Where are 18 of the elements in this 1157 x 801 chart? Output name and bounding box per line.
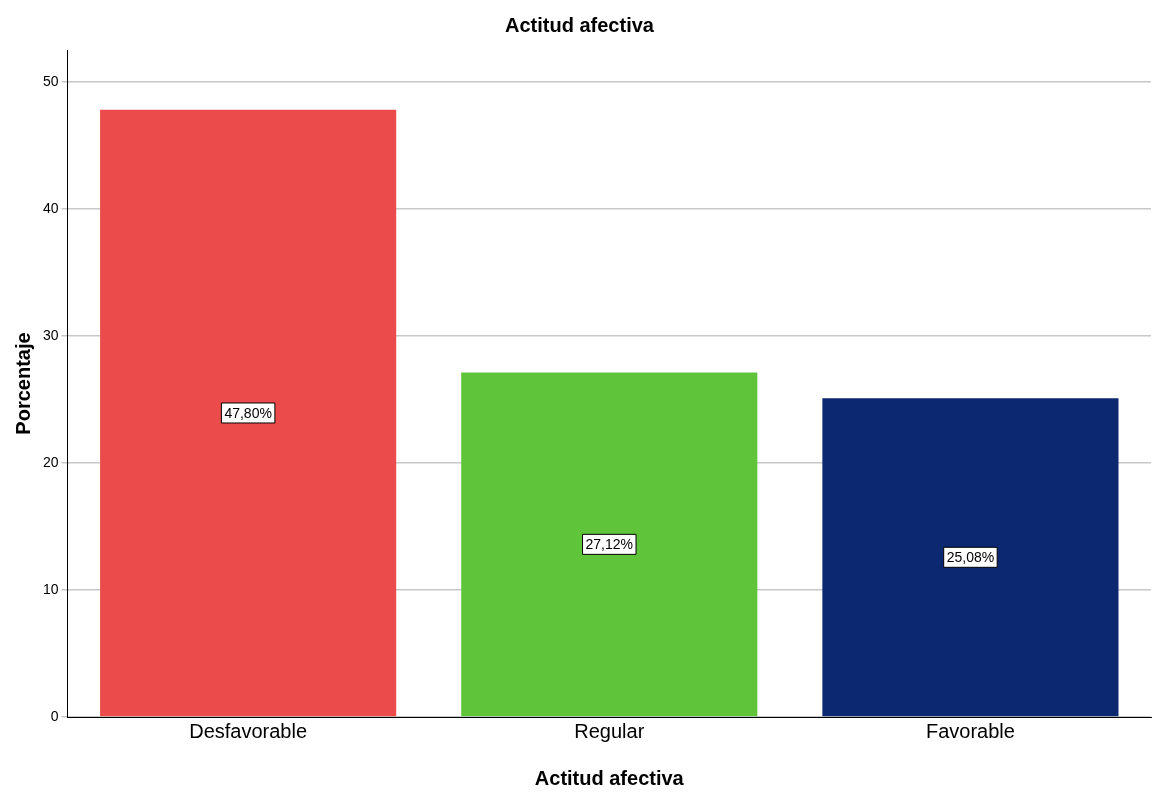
data-label: 47,80% xyxy=(224,404,272,421)
x-axis-title: Actitud afectiva xyxy=(534,766,685,789)
bar xyxy=(822,398,1119,717)
x-tick-label: Regular xyxy=(574,719,645,742)
y-tick-label: 0 xyxy=(50,707,59,724)
y-tick-label: 10 xyxy=(42,580,59,597)
y-tick-label: 40 xyxy=(42,199,59,216)
bar xyxy=(100,109,397,717)
data-label: 27,12% xyxy=(585,536,634,553)
data-label: 25,08% xyxy=(946,549,995,566)
y-axis-title: Porcentaje xyxy=(11,332,34,435)
y-tick-label: 20 xyxy=(42,453,59,470)
y-tick-label: 50 xyxy=(42,72,59,89)
chart-title: Actitud afectiva xyxy=(505,13,655,36)
y-tick-label: 30 xyxy=(42,326,59,343)
bar xyxy=(461,372,758,717)
x-tick-label: Favorable xyxy=(925,719,1015,742)
x-tick-label: Desfavorable xyxy=(189,719,308,742)
